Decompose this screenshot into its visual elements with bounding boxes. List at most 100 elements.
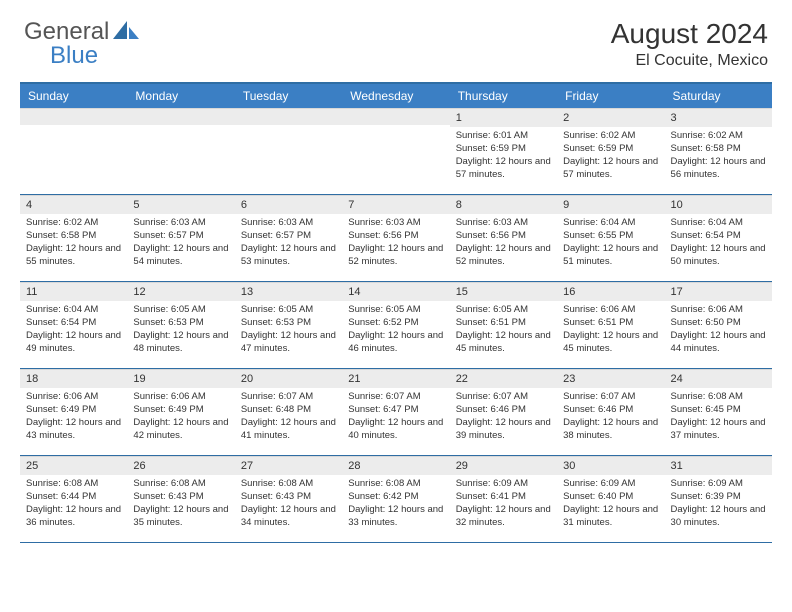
sunrise-text: Sunrise: 6:06 AM <box>133 391 228 404</box>
daylight-text: Daylight: 12 hours and 43 minutes. <box>26 417 121 443</box>
sunrise-text: Sunrise: 6:06 AM <box>26 391 121 404</box>
day-number: 23 <box>557 369 664 388</box>
sunset-text: Sunset: 6:53 PM <box>241 317 336 330</box>
day-content: Sunrise: 6:08 AMSunset: 6:44 PMDaylight:… <box>20 475 127 533</box>
sunrise-text: Sunrise: 6:05 AM <box>133 304 228 317</box>
daylight-text: Daylight: 12 hours and 32 minutes. <box>456 504 551 530</box>
day-number-empty <box>342 108 449 125</box>
day-cell: 7Sunrise: 6:03 AMSunset: 6:56 PMDaylight… <box>342 195 449 281</box>
sunrise-text: Sunrise: 6:06 AM <box>671 304 766 317</box>
daylight-text: Daylight: 12 hours and 42 minutes. <box>133 417 228 443</box>
daylight-text: Daylight: 12 hours and 38 minutes. <box>563 417 658 443</box>
daylight-text: Daylight: 12 hours and 37 minutes. <box>671 417 766 443</box>
day-cell <box>20 108 127 194</box>
day-number: 7 <box>342 195 449 214</box>
sunset-text: Sunset: 6:47 PM <box>348 404 443 417</box>
sunset-text: Sunset: 6:56 PM <box>348 230 443 243</box>
daylight-text: Daylight: 12 hours and 39 minutes. <box>456 417 551 443</box>
day-content: Sunrise: 6:06 AMSunset: 6:49 PMDaylight:… <box>20 388 127 446</box>
sunrise-text: Sunrise: 6:09 AM <box>563 478 658 491</box>
daylight-text: Daylight: 12 hours and 54 minutes. <box>133 243 228 269</box>
daylight-text: Daylight: 12 hours and 57 minutes. <box>563 156 658 182</box>
daylight-text: Daylight: 12 hours and 40 minutes. <box>348 417 443 443</box>
sunset-text: Sunset: 6:49 PM <box>133 404 228 417</box>
week-row: 1Sunrise: 6:01 AMSunset: 6:59 PMDaylight… <box>20 108 772 195</box>
daylight-text: Daylight: 12 hours and 57 minutes. <box>456 156 551 182</box>
day-number: 5 <box>127 195 234 214</box>
day-content: Sunrise: 6:04 AMSunset: 6:54 PMDaylight:… <box>665 214 772 272</box>
daylight-text: Daylight: 12 hours and 52 minutes. <box>456 243 551 269</box>
day-content: Sunrise: 6:02 AMSunset: 6:58 PMDaylight:… <box>20 214 127 272</box>
sunset-text: Sunset: 6:54 PM <box>671 230 766 243</box>
sunset-text: Sunset: 6:58 PM <box>671 143 766 156</box>
day-content: Sunrise: 6:07 AMSunset: 6:46 PMDaylight:… <box>557 388 664 446</box>
day-content: Sunrise: 6:09 AMSunset: 6:39 PMDaylight:… <box>665 475 772 533</box>
sunset-text: Sunset: 6:56 PM <box>456 230 551 243</box>
day-cell: 20Sunrise: 6:07 AMSunset: 6:48 PMDayligh… <box>235 369 342 455</box>
daylight-text: Daylight: 12 hours and 56 minutes. <box>671 156 766 182</box>
day-number: 11 <box>20 282 127 301</box>
day-headers-row: SundayMondayTuesdayWednesdayThursdayFrid… <box>20 84 772 108</box>
day-number-empty <box>127 108 234 125</box>
daylight-text: Daylight: 12 hours and 49 minutes. <box>26 330 121 356</box>
daylight-text: Daylight: 12 hours and 41 minutes. <box>241 417 336 443</box>
day-content: Sunrise: 6:06 AMSunset: 6:51 PMDaylight:… <box>557 301 664 359</box>
location: El Cocuite, Mexico <box>611 52 768 70</box>
day-header: Friday <box>557 84 664 108</box>
day-content: Sunrise: 6:08 AMSunset: 6:43 PMDaylight:… <box>127 475 234 533</box>
day-content: Sunrise: 6:04 AMSunset: 6:55 PMDaylight:… <box>557 214 664 272</box>
day-cell: 11Sunrise: 6:04 AMSunset: 6:54 PMDayligh… <box>20 282 127 368</box>
day-number: 29 <box>450 456 557 475</box>
daylight-text: Daylight: 12 hours and 53 minutes. <box>241 243 336 269</box>
day-content: Sunrise: 6:06 AMSunset: 6:49 PMDaylight:… <box>127 388 234 446</box>
day-number: 3 <box>665 108 772 127</box>
sunset-text: Sunset: 6:41 PM <box>456 491 551 504</box>
day-number: 2 <box>557 108 664 127</box>
day-cell: 14Sunrise: 6:05 AMSunset: 6:52 PMDayligh… <box>342 282 449 368</box>
day-number: 20 <box>235 369 342 388</box>
logo-text-blue: Blue <box>50 42 98 70</box>
day-cell: 22Sunrise: 6:07 AMSunset: 6:46 PMDayligh… <box>450 369 557 455</box>
day-content: Sunrise: 6:02 AMSunset: 6:58 PMDaylight:… <box>665 127 772 185</box>
sunrise-text: Sunrise: 6:07 AM <box>348 391 443 404</box>
day-number: 10 <box>665 195 772 214</box>
day-cell: 24Sunrise: 6:08 AMSunset: 6:45 PMDayligh… <box>665 369 772 455</box>
sunrise-text: Sunrise: 6:03 AM <box>241 217 336 230</box>
day-header: Tuesday <box>235 84 342 108</box>
sunset-text: Sunset: 6:45 PM <box>671 404 766 417</box>
month-title: August 2024 <box>611 18 768 50</box>
sunrise-text: Sunrise: 6:01 AM <box>456 130 551 143</box>
day-header: Sunday <box>20 84 127 108</box>
day-content: Sunrise: 6:02 AMSunset: 6:59 PMDaylight:… <box>557 127 664 185</box>
sunset-text: Sunset: 6:55 PM <box>563 230 658 243</box>
day-cell: 30Sunrise: 6:09 AMSunset: 6:40 PMDayligh… <box>557 456 664 542</box>
sunset-text: Sunset: 6:53 PM <box>133 317 228 330</box>
day-cell: 15Sunrise: 6:05 AMSunset: 6:51 PMDayligh… <box>450 282 557 368</box>
day-number: 24 <box>665 369 772 388</box>
day-cell: 1Sunrise: 6:01 AMSunset: 6:59 PMDaylight… <box>450 108 557 194</box>
logo-sail-icon <box>113 19 139 46</box>
day-number: 6 <box>235 195 342 214</box>
day-number: 27 <box>235 456 342 475</box>
day-cell: 25Sunrise: 6:08 AMSunset: 6:44 PMDayligh… <box>20 456 127 542</box>
sunrise-text: Sunrise: 6:08 AM <box>133 478 228 491</box>
day-number: 19 <box>127 369 234 388</box>
sunset-text: Sunset: 6:43 PM <box>241 491 336 504</box>
sunset-text: Sunset: 6:39 PM <box>671 491 766 504</box>
day-content: Sunrise: 6:01 AMSunset: 6:59 PMDaylight:… <box>450 127 557 185</box>
day-content: Sunrise: 6:08 AMSunset: 6:45 PMDaylight:… <box>665 388 772 446</box>
day-cell: 9Sunrise: 6:04 AMSunset: 6:55 PMDaylight… <box>557 195 664 281</box>
day-cell <box>342 108 449 194</box>
sunrise-text: Sunrise: 6:04 AM <box>26 304 121 317</box>
day-number: 25 <box>20 456 127 475</box>
day-number: 4 <box>20 195 127 214</box>
daylight-text: Daylight: 12 hours and 30 minutes. <box>671 504 766 530</box>
day-content: Sunrise: 6:08 AMSunset: 6:42 PMDaylight:… <box>342 475 449 533</box>
day-content: Sunrise: 6:05 AMSunset: 6:53 PMDaylight:… <box>235 301 342 359</box>
sunrise-text: Sunrise: 6:03 AM <box>348 217 443 230</box>
day-cell: 31Sunrise: 6:09 AMSunset: 6:39 PMDayligh… <box>665 456 772 542</box>
day-cell: 5Sunrise: 6:03 AMSunset: 6:57 PMDaylight… <box>127 195 234 281</box>
daylight-text: Daylight: 12 hours and 44 minutes. <box>671 330 766 356</box>
day-content: Sunrise: 6:05 AMSunset: 6:51 PMDaylight:… <box>450 301 557 359</box>
day-content: Sunrise: 6:07 AMSunset: 6:46 PMDaylight:… <box>450 388 557 446</box>
